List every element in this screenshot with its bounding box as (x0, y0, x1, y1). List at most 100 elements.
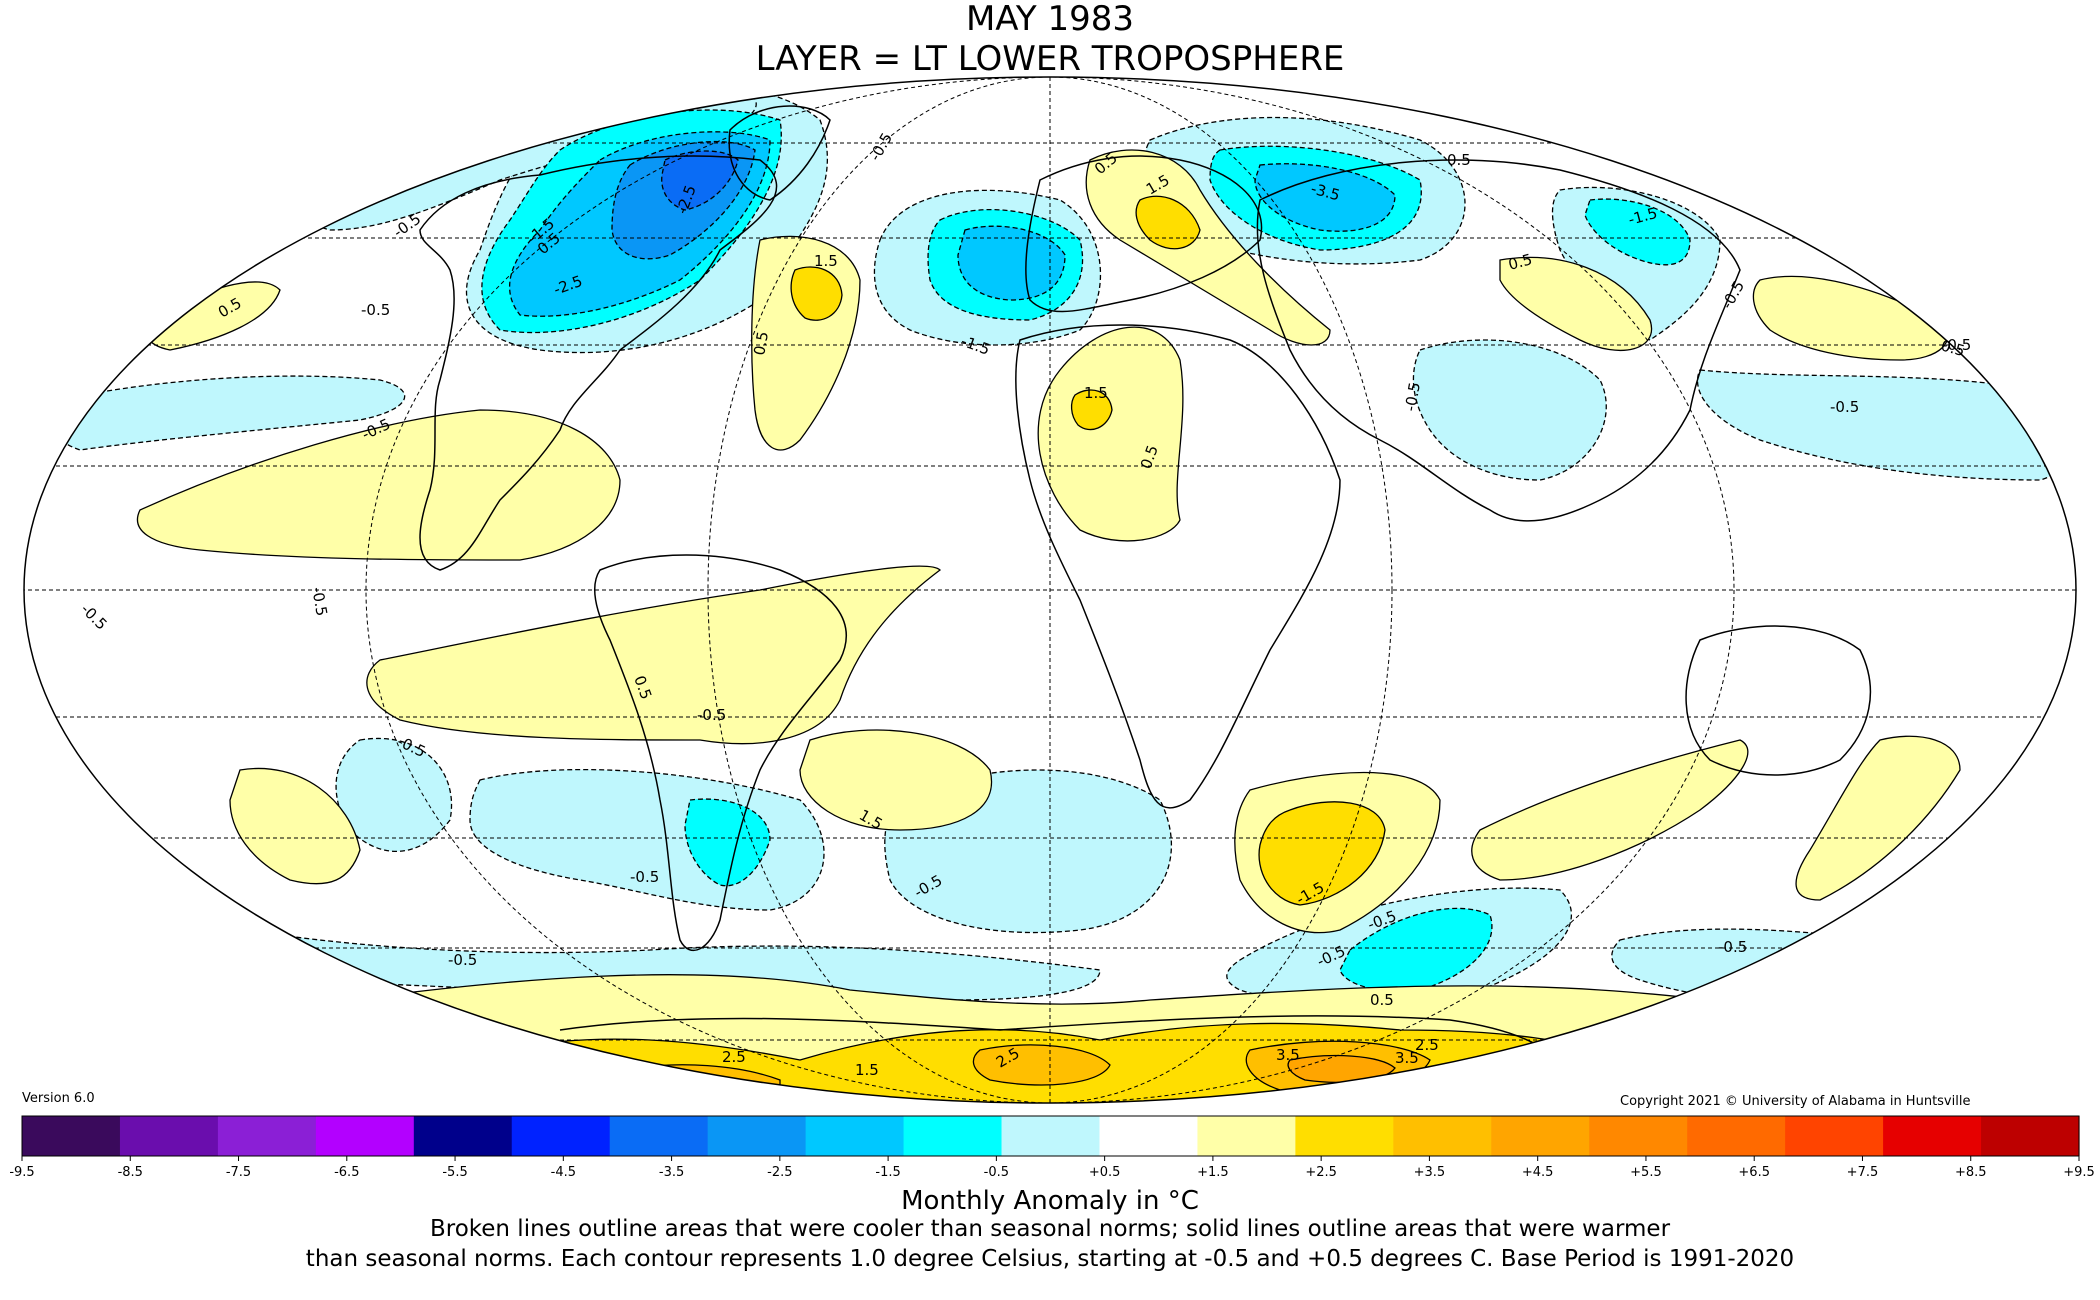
contour-label: -0.5 (1718, 938, 1747, 956)
region-canada-darkest (661, 150, 739, 211)
region-atlantic-gold (790, 266, 843, 321)
colorbar-swatch (1785, 1116, 1884, 1156)
meridian-ellipse (365, 77, 1735, 1103)
colorbar-tick-label: -0.5 (984, 1165, 1009, 1180)
region-indian-ocean-cyan (1339, 907, 1493, 992)
region-tasman-warm (1471, 739, 1749, 881)
colorbar-swatch (1981, 1116, 2080, 1156)
colorbar-swatch (903, 1116, 1003, 1156)
region-pacific-warm (1752, 275, 1949, 361)
colorbar-swatch (805, 1116, 905, 1156)
region-south-atlantic-warm (799, 729, 993, 831)
contour-label: 0.5 (1447, 151, 1471, 169)
colorbar-tick-label: +9.5 (2063, 1165, 2095, 1180)
region-antarctic-orange-center (972, 1044, 1111, 1086)
contour-label: -0.5 (1401, 381, 1424, 413)
map-title: MAY 1983 (965, 0, 1135, 39)
globe-outline (23, 76, 2077, 1104)
colorbar-tick-label: -7.5 (226, 1165, 251, 1180)
colorbar-swatch (1393, 1116, 1492, 1156)
colorbar-tick-label: +4.5 (1522, 1165, 1554, 1180)
contour-label: 1.5 (1084, 384, 1108, 402)
contour-label: 2.5 (1415, 1036, 1439, 1054)
region-tropical-pacific-warm (136, 409, 621, 561)
region-asia-cool (1412, 339, 1607, 481)
colorbar-tick-label: -2.5 (767, 1165, 792, 1180)
outline-south-america (594, 554, 847, 952)
outline-africa (1015, 324, 1341, 809)
map-subtitle: LAYER = LT LOWER TROPOSPHERE (755, 39, 1345, 79)
contour-label: 1.5 (855, 1061, 879, 1079)
region-east-pacific-cool (51, 375, 406, 451)
contour-label: -0.5 (448, 951, 477, 969)
colorbar-tick-label: +2.5 (1305, 1165, 1337, 1180)
region-south-america-warm (366, 565, 941, 745)
colorbar-swatch (217, 1116, 317, 1156)
colorbar-swatch (1883, 1116, 1982, 1156)
colorbar-swatch (511, 1116, 611, 1156)
colorbar-tick-label: -8.5 (118, 1165, 143, 1180)
colorbar-swatch (1197, 1116, 1296, 1156)
colorbar-tick-label: +0.5 (1089, 1165, 1121, 1180)
colorbar-tick-label: -9.5 (9, 1165, 34, 1180)
region-east-siberia-cyan (1584, 198, 1691, 266)
contour-label: 0.5 (750, 330, 772, 357)
region-australia-warm (1795, 735, 1961, 901)
colorbar-swatch (609, 1116, 709, 1156)
colorbar-swatch (119, 1116, 219, 1156)
colorbar-tick-label: -3.5 (659, 1165, 684, 1180)
region-siberia-blue (1254, 163, 1396, 232)
colorbar-swatch (1491, 1116, 1590, 1156)
colorbar-tick-label: +8.5 (1955, 1165, 1987, 1180)
contour-label: -0.5 (1942, 336, 1971, 354)
version-label: Version 6.0 (22, 1091, 95, 1106)
region-antarctic-orange-west (598, 1064, 781, 1103)
region-europe-blue (957, 225, 1066, 301)
contour-label: -0.5 (630, 868, 659, 886)
contour-label: 0.5 (1506, 250, 1534, 274)
colorbar-swatch (1687, 1116, 1786, 1156)
contour-label: 3.5 (1395, 1049, 1419, 1067)
contour-label: 2.5 (722, 1048, 746, 1066)
contour-label: 0.5 (1370, 991, 1394, 1009)
outline-asia (1256, 159, 1741, 522)
colorbar-swatch (315, 1116, 415, 1156)
colorbar-tick-label: +3.5 (1414, 1165, 1446, 1180)
colorbar-swatch (1295, 1116, 1394, 1156)
colorbar-tick-label: -5.5 (442, 1165, 467, 1180)
colorbar-tick-label: +7.5 (1847, 1165, 1879, 1180)
colorbar-swatches (21, 1115, 2080, 1157)
meridian-ellipse (707, 77, 1393, 1103)
region-south-pacific-cool (335, 737, 453, 852)
colorbar-swatch (22, 1116, 121, 1156)
colorbar-ticks: -9.5 -8.5 -7.5 -6.5 -5.5 -4.5 -3.5 -2.5 -1.5 -0.5… (9, 1156, 2095, 1180)
contour-label: -0.5 (308, 586, 331, 618)
colorbar-swatch (1001, 1116, 1101, 1156)
colorbar-swatch (1589, 1116, 1688, 1156)
region-north-pacific-cool (1696, 369, 2071, 481)
region-africa-warm (1037, 326, 1184, 542)
continent-outlines (419, 105, 1872, 1081)
region-mongolia-warm (1499, 256, 1653, 352)
colorbar-label: Monthly Anomaly in °C (901, 1186, 1199, 1216)
colorbar-border (21, 1115, 2080, 1157)
outline-greenland (728, 105, 831, 201)
legend-note-line1: Broken lines outline areas that were coo… (429, 1216, 1671, 1242)
colorbar-tick-label: -6.5 (334, 1165, 359, 1180)
contour-label: -0.5 (697, 706, 726, 724)
outline-europe (1025, 155, 1263, 313)
colorbar-swatch (707, 1116, 807, 1156)
contour-label: -0.5 (1830, 398, 1859, 416)
region-baltic-gold (1135, 195, 1201, 250)
outline-antarctica (559, 1015, 1571, 1081)
colorbar-swatch (413, 1116, 513, 1156)
colorbar-tick-label: -1.5 (875, 1165, 900, 1180)
colorbar-tick-label: +6.5 (1738, 1165, 1770, 1180)
contour-label: 1.5 (814, 252, 838, 270)
contour-label: 3.5 (1276, 1046, 1300, 1064)
region-argentina-cyan (684, 798, 771, 887)
region-southwest-pacific-warm (229, 767, 361, 885)
outline-north-america (419, 155, 778, 571)
copyright-label: Copyright 2021 © University of Alabama i… (1620, 1094, 1971, 1109)
outline-australia (1685, 625, 1872, 776)
